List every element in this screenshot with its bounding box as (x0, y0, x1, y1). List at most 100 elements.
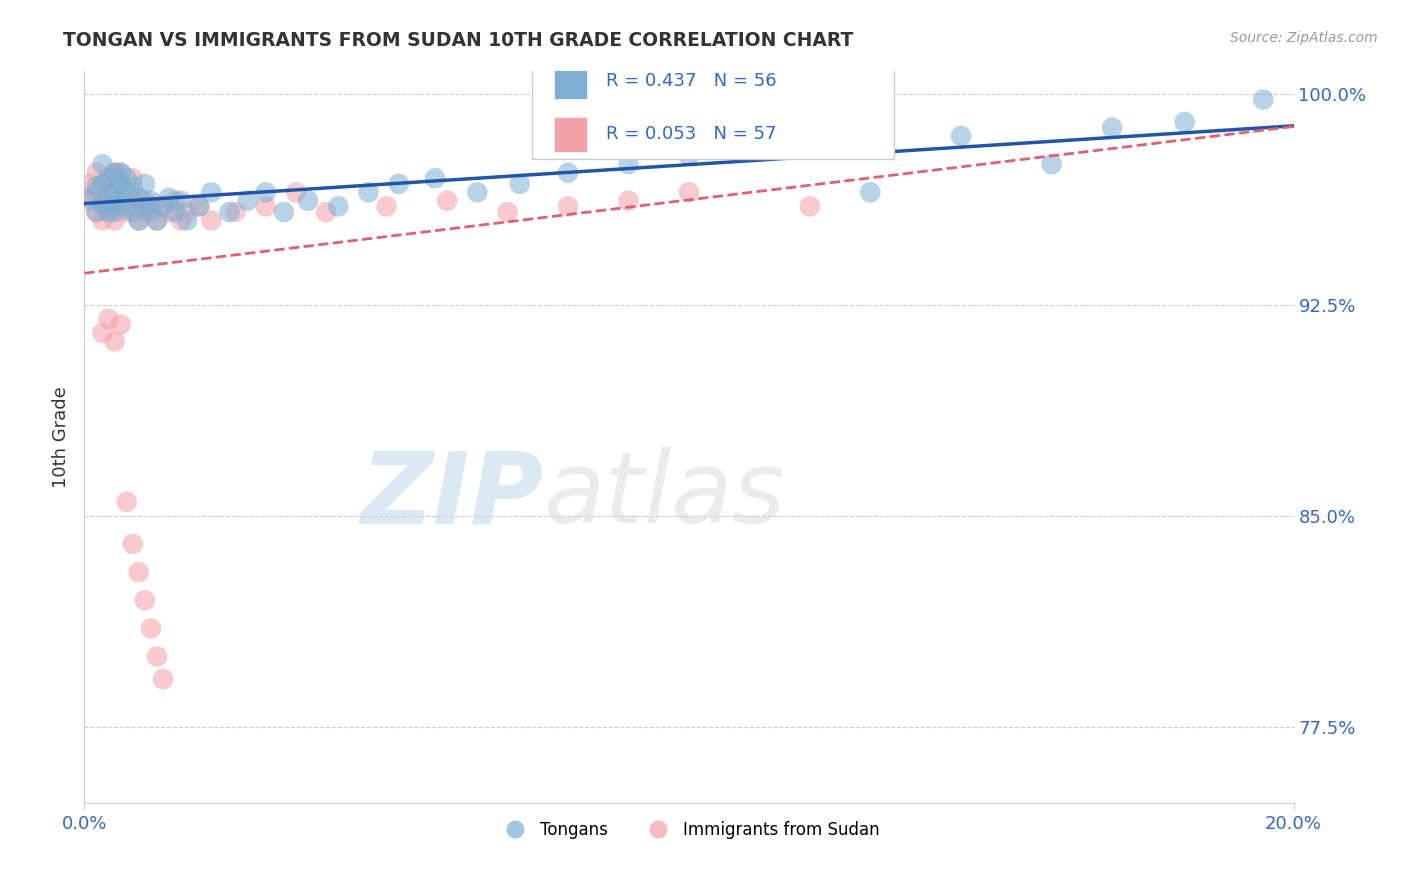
Point (128, 213, 150, 227)
Point (139, 621, 162, 635)
Point (97, 171, 120, 186)
Point (97, 205, 120, 219)
Point (139, 205, 162, 219)
Point (152, 672, 174, 686)
Text: R = 0.053   N = 57: R = 0.053 N = 57 (606, 125, 776, 143)
Point (110, 318, 132, 332)
Point (134, 205, 156, 219)
Point (91, 326, 114, 340)
Point (91, 196, 114, 211)
Point (678, 186, 700, 200)
Point (357, 186, 380, 200)
Point (91, 177, 114, 191)
Point (121, 179, 143, 194)
Point (104, 334, 127, 349)
Point (121, 194, 143, 208)
Point (1040, 157, 1063, 171)
Point (97, 312, 120, 326)
Point (236, 194, 259, 208)
Point (1174, 115, 1197, 129)
Point (79, 191, 101, 205)
Point (152, 199, 174, 213)
Point (128, 191, 150, 205)
Point (165, 194, 187, 208)
Point (115, 199, 138, 213)
Bar (554, 64, 588, 99)
Point (134, 199, 156, 213)
Point (423, 171, 446, 186)
Point (115, 186, 138, 200)
Point (254, 186, 277, 200)
Point (110, 177, 132, 191)
Text: R = 0.437   N = 56: R = 0.437 N = 56 (606, 72, 776, 90)
Point (273, 205, 295, 219)
Point (104, 186, 127, 200)
Point (134, 194, 156, 208)
Point (678, 149, 700, 163)
Text: ZIP: ZIP (361, 447, 544, 544)
Point (86, 186, 108, 200)
Point (157, 191, 180, 205)
Point (86, 179, 108, 194)
Point (188, 199, 211, 213)
Point (115, 171, 138, 186)
Point (104, 199, 127, 213)
Point (200, 186, 222, 200)
Point (328, 199, 350, 213)
Point (188, 199, 211, 213)
Point (176, 213, 198, 227)
Point (91, 213, 114, 227)
Point (496, 205, 519, 219)
Point (121, 205, 143, 219)
Bar (531, 64, 894, 159)
Point (115, 186, 138, 200)
Point (254, 199, 277, 213)
Point (110, 166, 132, 180)
Point (91, 157, 114, 171)
Point (91, 177, 114, 191)
Point (467, 186, 489, 200)
Point (86, 205, 108, 219)
Point (285, 186, 308, 200)
Point (225, 205, 247, 219)
Point (110, 177, 132, 191)
Point (79, 177, 101, 191)
Point (121, 171, 143, 186)
Point (157, 205, 180, 219)
Point (97, 171, 120, 186)
Point (104, 186, 127, 200)
Point (104, 166, 127, 180)
Point (617, 157, 640, 171)
Point (97, 205, 120, 219)
Point (799, 199, 821, 213)
Point (200, 213, 222, 227)
Point (436, 194, 458, 208)
Point (1253, 93, 1275, 107)
Point (134, 593, 156, 607)
Point (110, 194, 132, 208)
Point (617, 194, 640, 208)
Point (165, 205, 187, 219)
Point (170, 213, 193, 227)
Point (146, 649, 169, 664)
Point (86, 205, 108, 219)
Text: atlas: atlas (544, 447, 786, 544)
Point (121, 537, 143, 551)
Point (115, 495, 138, 509)
Text: Source: ZipAtlas.com: Source: ZipAtlas.com (1230, 31, 1378, 45)
Point (110, 199, 132, 213)
Point (115, 205, 138, 219)
Point (128, 213, 150, 227)
Point (218, 205, 240, 219)
Point (297, 194, 319, 208)
Point (152, 199, 174, 213)
Y-axis label: 10th Grade: 10th Grade (52, 386, 70, 488)
Point (97, 194, 120, 208)
Point (91, 199, 114, 213)
Point (128, 565, 150, 579)
Point (170, 194, 193, 208)
Point (769, 137, 792, 152)
Point (950, 129, 973, 144)
Point (104, 199, 127, 213)
Point (859, 186, 882, 200)
